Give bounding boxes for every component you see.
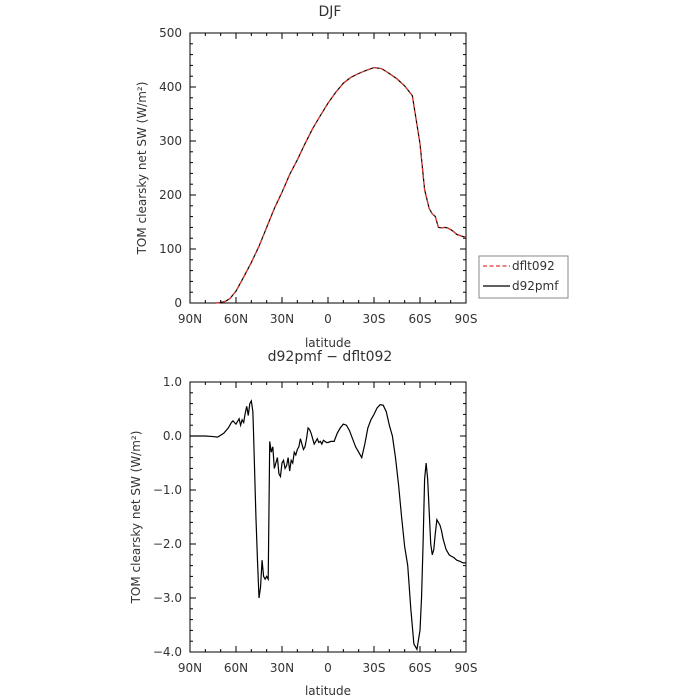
chart-bottom: d92pmf − dflt092 90N 60N 30N 0 30S 60S 90S 1.0… xyxy=(129,349,477,698)
chart-bottom-series-diff-line xyxy=(190,399,466,652)
chart-top-xtick-label: 0 xyxy=(324,312,332,326)
chart-bottom-xtick-label: 30S xyxy=(363,661,386,675)
chart-bottom-xtick-label: 0 xyxy=(324,661,332,675)
chart-bottom-ytick-label: −1.0 xyxy=(153,483,182,497)
chart-top-ytick-label: 100 xyxy=(159,242,182,256)
chart-bottom-title: d92pmf − dflt092 xyxy=(268,349,393,365)
chart-top-xtick-label: 90S xyxy=(455,312,478,326)
chart-bottom-xtick-label: 90S xyxy=(455,661,478,675)
chart-bottom-ytick-label: 1.0 xyxy=(163,375,182,389)
legend-box xyxy=(478,255,569,299)
chart-bottom-ytick-label: −3.0 xyxy=(153,591,182,605)
chart-top-xtick-label: 30N xyxy=(270,312,294,326)
legend-label-d92pmf: d92pmf xyxy=(512,279,559,293)
chart-top-title: DJF xyxy=(319,4,342,20)
chart-top-ytick-label: 0 xyxy=(174,296,182,310)
chart-bottom-ytick-label: −2.0 xyxy=(153,537,182,551)
chart-bottom-ytick-label: −4.0 xyxy=(153,645,182,659)
chart-top-series-d92pmf-line xyxy=(216,66,467,304)
chart-top-ytick-label: 300 xyxy=(159,134,182,148)
legend-label-dflt092: dflt092 xyxy=(512,259,555,273)
chart-bottom-ylabel: TOM clearsky net SW (W/m²) xyxy=(129,431,143,605)
chart-top-xtick-label: 60S xyxy=(409,312,432,326)
chart-top: DJF 90N 60N 30N 0 30S 60S 90S 0 100 200 300 400 500… xyxy=(135,4,477,350)
chart-top-xtick-label: 90N xyxy=(178,312,202,326)
chart-top-frame xyxy=(189,32,467,304)
chart-bottom-xtick-label: 90N xyxy=(178,661,202,675)
chart-top-ylabel: TOM clearsky net SW (W/m²) xyxy=(135,82,149,256)
chart-top-ytick-label: 200 xyxy=(159,188,182,202)
chart-bottom-xtick-label: 60N xyxy=(224,661,248,675)
legend: dflt092 d92pmf xyxy=(478,255,569,299)
chart-bottom-xtick-label: 60S xyxy=(409,661,432,675)
chart-top-xtick-label: 60N xyxy=(224,312,248,326)
chart-top-xtick-label: 30S xyxy=(363,312,386,326)
chart-top-ytick-label: 400 xyxy=(159,80,182,94)
chart-top-series-dflt092-line xyxy=(216,66,467,304)
chart-top-ytick-label: 500 xyxy=(159,26,182,40)
chart-bottom-xtick-label: 30N xyxy=(270,661,294,675)
chart-top-xlabel: latitude xyxy=(305,336,351,350)
chart-bottom-xlabel: latitude xyxy=(305,684,351,698)
chart-bottom-ytick-label: 0.0 xyxy=(163,429,182,443)
